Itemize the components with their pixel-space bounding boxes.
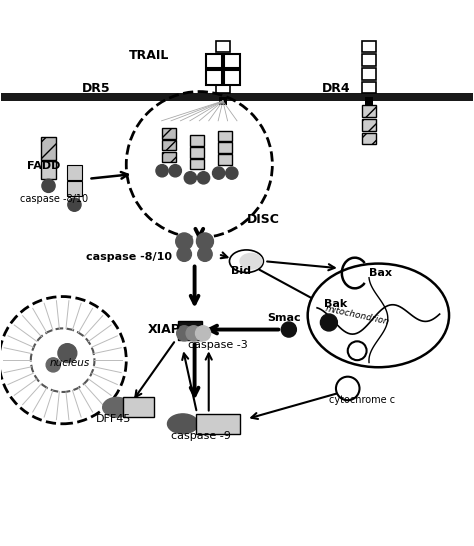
Bar [362, 133, 376, 144]
Bar [218, 143, 232, 153]
Text: XIAP: XIAP [147, 323, 180, 336]
Circle shape [58, 343, 77, 363]
Circle shape [320, 314, 337, 331]
Bar [41, 137, 56, 160]
Bar [196, 414, 240, 434]
Bar [218, 155, 232, 164]
Circle shape [0, 296, 126, 424]
Bar [162, 140, 176, 151]
Bar [178, 321, 201, 340]
Text: DR5: DR5 [82, 82, 110, 95]
Text: Bid: Bid [231, 266, 251, 276]
Circle shape [177, 247, 191, 262]
Circle shape [169, 164, 182, 177]
Circle shape [186, 326, 201, 341]
Bar [190, 147, 204, 158]
Text: DISC: DISC [246, 213, 279, 226]
Bar [362, 41, 376, 52]
Ellipse shape [229, 250, 264, 272]
Circle shape [177, 326, 192, 341]
Circle shape [197, 171, 210, 184]
Ellipse shape [239, 253, 263, 270]
Bar [365, 97, 373, 105]
Text: Smac: Smac [268, 313, 301, 323]
Bar [218, 130, 232, 141]
Ellipse shape [308, 264, 449, 367]
Text: caspase -9: caspase -9 [171, 431, 231, 441]
Bar [123, 397, 154, 417]
Bar [362, 55, 376, 66]
Bar [216, 41, 230, 52]
Text: caspase -3: caspase -3 [188, 340, 247, 349]
Bar [362, 105, 376, 117]
Circle shape [46, 358, 60, 372]
Text: Bak: Bak [324, 299, 347, 308]
Text: Bax: Bax [369, 268, 392, 278]
Text: caspase -8/10: caspase -8/10 [20, 193, 88, 204]
Bar [206, 54, 222, 68]
Bar [224, 70, 240, 85]
Bar [362, 119, 376, 130]
Bar [41, 161, 56, 179]
Bar [190, 159, 204, 169]
Bar [216, 55, 230, 66]
Bar [362, 68, 376, 80]
Text: DFF45: DFF45 [96, 414, 131, 424]
Text: DR4: DR4 [322, 82, 350, 95]
Text: caspase -8/10: caspase -8/10 [86, 252, 172, 262]
Bar [190, 135, 204, 146]
Bar [224, 54, 240, 68]
Circle shape [196, 326, 210, 341]
Ellipse shape [167, 414, 198, 434]
Bar [362, 82, 376, 93]
Text: FADD: FADD [27, 161, 61, 170]
Circle shape [184, 171, 197, 184]
Circle shape [336, 377, 359, 400]
Text: nucleus: nucleus [49, 358, 90, 367]
Bar [206, 70, 222, 85]
Circle shape [348, 341, 366, 360]
Circle shape [42, 179, 55, 192]
Circle shape [31, 328, 94, 392]
Circle shape [197, 233, 213, 250]
Circle shape [212, 167, 225, 179]
Circle shape [198, 247, 212, 262]
Circle shape [281, 322, 296, 337]
Bar [162, 128, 176, 139]
Text: mitochondrion: mitochondrion [324, 304, 390, 327]
Bar [219, 97, 227, 105]
Bar [216, 68, 230, 80]
Bar [67, 181, 82, 196]
Bar [67, 165, 82, 180]
Text: TRAIL: TRAIL [128, 49, 169, 62]
Circle shape [156, 164, 168, 177]
Circle shape [68, 198, 81, 211]
Ellipse shape [103, 397, 131, 417]
Circle shape [176, 233, 193, 250]
Bar [216, 82, 230, 93]
Bar [162, 152, 176, 162]
Bar [1, 93, 473, 101]
Circle shape [226, 167, 238, 179]
Text: cytochrome c: cytochrome c [329, 395, 395, 405]
